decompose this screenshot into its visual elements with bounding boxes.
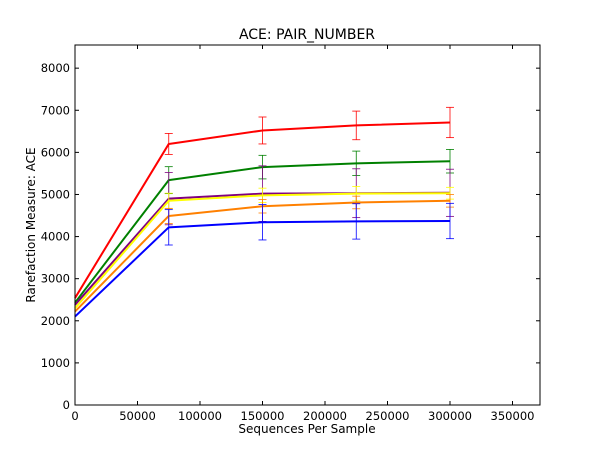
plot-frame: [74, 44, 541, 406]
x-tick-label: 50000: [119, 409, 156, 423]
y-tick-label: 6000: [41, 145, 70, 159]
series-1: [74, 106, 454, 299]
series-2: [74, 149, 454, 304]
series-6: [74, 202, 454, 318]
x-tick-label: 250000: [366, 409, 410, 423]
x-tick-label: 350000: [491, 409, 535, 423]
x-tick-label: 0: [71, 409, 78, 423]
series-layer: [74, 106, 454, 318]
y-tick-label: 8000: [41, 61, 70, 75]
y-tick-label: 7000: [41, 103, 70, 117]
x-tick-label: 300000: [428, 409, 472, 423]
y-tick-label: 2000: [41, 314, 70, 328]
y-tick-label: 4000: [41, 230, 70, 244]
x-tick-label: 100000: [178, 409, 222, 423]
x-tick-label: 150000: [241, 409, 285, 423]
x-axis-label: Sequences Per Sample: [238, 422, 375, 436]
y-tick-label: 1000: [41, 356, 70, 370]
y-tick-label: 5000: [41, 187, 70, 201]
series-3: [74, 165, 454, 306]
y-axis-label: Rarefaction Measure: ACE: [24, 147, 38, 302]
y-tick-label: 3000: [41, 272, 70, 286]
series-5: [74, 194, 454, 313]
x-tick-label: 200000: [303, 409, 347, 423]
chart-title: ACE: PAIR_NUMBER: [239, 27, 375, 43]
y-tick-label: 0: [63, 398, 70, 412]
axes-layer: 0 50000 100000 150000 200000 250000 300000 3500…: [41, 45, 540, 423]
